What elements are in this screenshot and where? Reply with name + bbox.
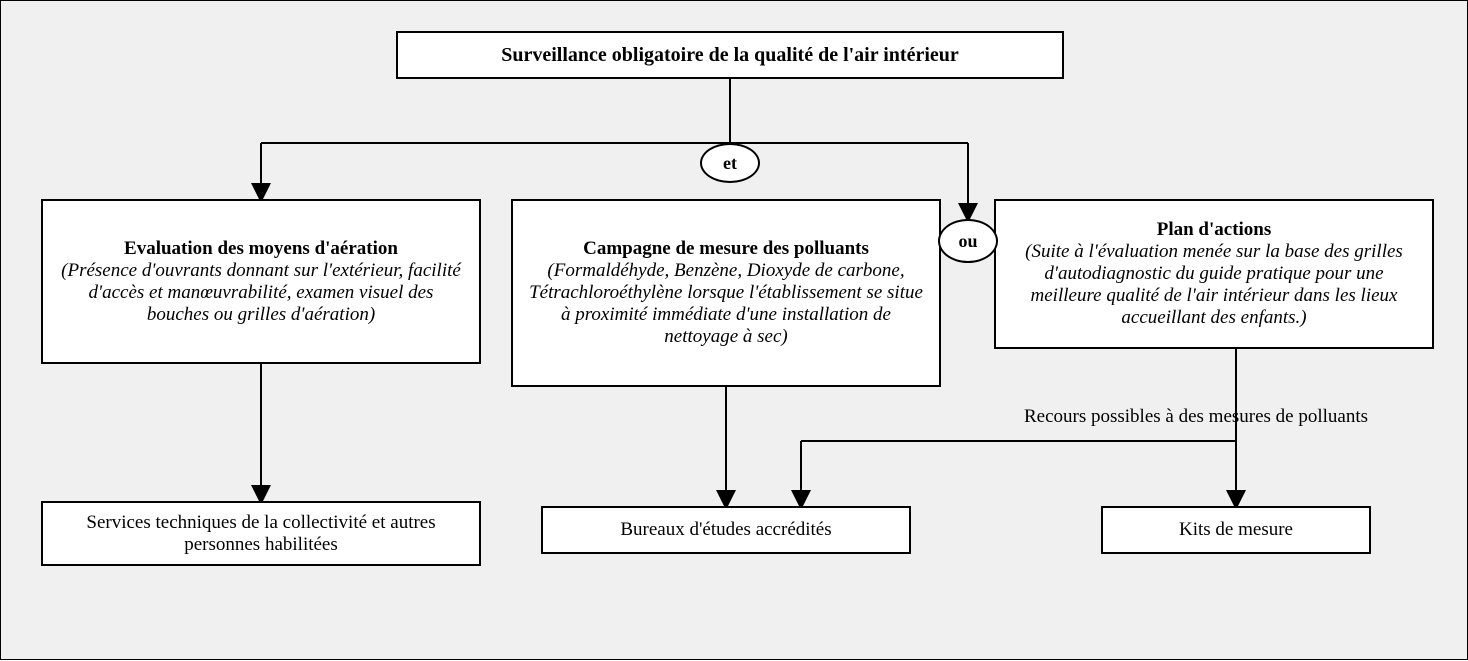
kits-label: Kits de mesure <box>1179 519 1293 541</box>
eval-title: Evaluation des moyens d'aération <box>124 238 398 260</box>
node-services: Services techniques de la collectivité e… <box>41 501 481 566</box>
plan-title: Plan d'actions <box>1157 219 1272 241</box>
ou-label: ou <box>958 231 977 252</box>
root-title: Surveillance obligatoire de la qualité d… <box>501 44 959 67</box>
node-bureaux: Bureaux d'études accrédités <box>541 506 911 554</box>
label-recours: Recours possibles à des mesures de pollu… <box>981 406 1411 428</box>
campagne-desc: (Formaldéhyde, Benzène, Dioxyde de carbo… <box>527 260 925 348</box>
et-label: et <box>723 153 737 174</box>
plan-desc: (Suite à l'évaluation menée sur la base … <box>1010 241 1418 329</box>
diagram-canvas: Surveillance obligatoire de la qualité d… <box>0 0 1468 660</box>
bureaux-label: Bureaux d'études accrédités <box>620 519 831 541</box>
node-plan: Plan d'actions (Suite à l'évaluation men… <box>994 199 1434 349</box>
node-root: Surveillance obligatoire de la qualité d… <box>396 31 1064 79</box>
eval-desc: (Présence d'ouvrants donnant sur l'extér… <box>57 260 465 326</box>
node-campagne: Campagne de mesure des polluants (Formal… <box>511 199 941 387</box>
campagne-title: Campagne de mesure des polluants <box>583 238 869 260</box>
connector-ou: ou <box>938 219 998 263</box>
node-kits: Kits de mesure <box>1101 506 1371 554</box>
node-evaluation: Evaluation des moyens d'aération (Présen… <box>41 199 481 364</box>
connector-et: et <box>700 143 760 183</box>
services-label: Services techniques de la collectivité e… <box>57 512 465 556</box>
recours-text: Recours possibles à des mesures de pollu… <box>1024 406 1368 427</box>
